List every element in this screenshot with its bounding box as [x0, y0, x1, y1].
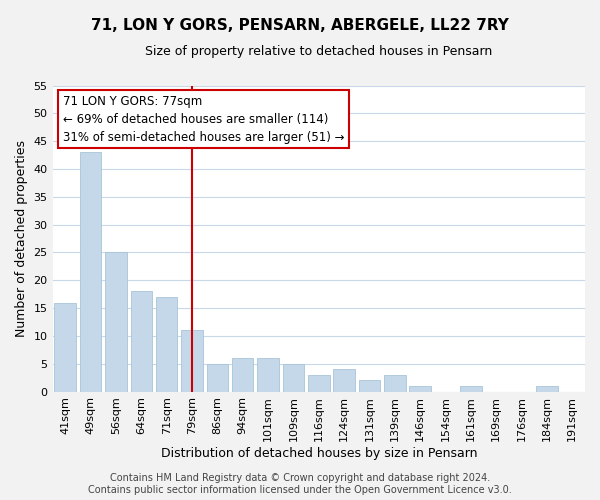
Bar: [359, 380, 380, 392]
Bar: [156, 297, 178, 392]
X-axis label: Distribution of detached houses by size in Pensarn: Distribution of detached houses by size …: [161, 447, 477, 460]
Bar: [181, 330, 203, 392]
Text: 71, LON Y GORS, PENSARN, ABERGELE, LL22 7RY: 71, LON Y GORS, PENSARN, ABERGELE, LL22 …: [91, 18, 509, 32]
Y-axis label: Number of detached properties: Number of detached properties: [15, 140, 28, 337]
Bar: [257, 358, 279, 392]
Bar: [536, 386, 558, 392]
Bar: [384, 375, 406, 392]
Bar: [80, 152, 101, 392]
Bar: [131, 292, 152, 392]
Bar: [232, 358, 253, 392]
Bar: [460, 386, 482, 392]
Text: Contains HM Land Registry data © Crown copyright and database right 2024.
Contai: Contains HM Land Registry data © Crown c…: [88, 474, 512, 495]
Bar: [105, 252, 127, 392]
Text: 71 LON Y GORS: 77sqm
← 69% of detached houses are smaller (114)
31% of semi-deta: 71 LON Y GORS: 77sqm ← 69% of detached h…: [63, 94, 344, 144]
Bar: [308, 375, 329, 392]
Title: Size of property relative to detached houses in Pensarn: Size of property relative to detached ho…: [145, 45, 493, 58]
Bar: [55, 302, 76, 392]
Bar: [334, 370, 355, 392]
Bar: [409, 386, 431, 392]
Bar: [206, 364, 228, 392]
Bar: [283, 364, 304, 392]
